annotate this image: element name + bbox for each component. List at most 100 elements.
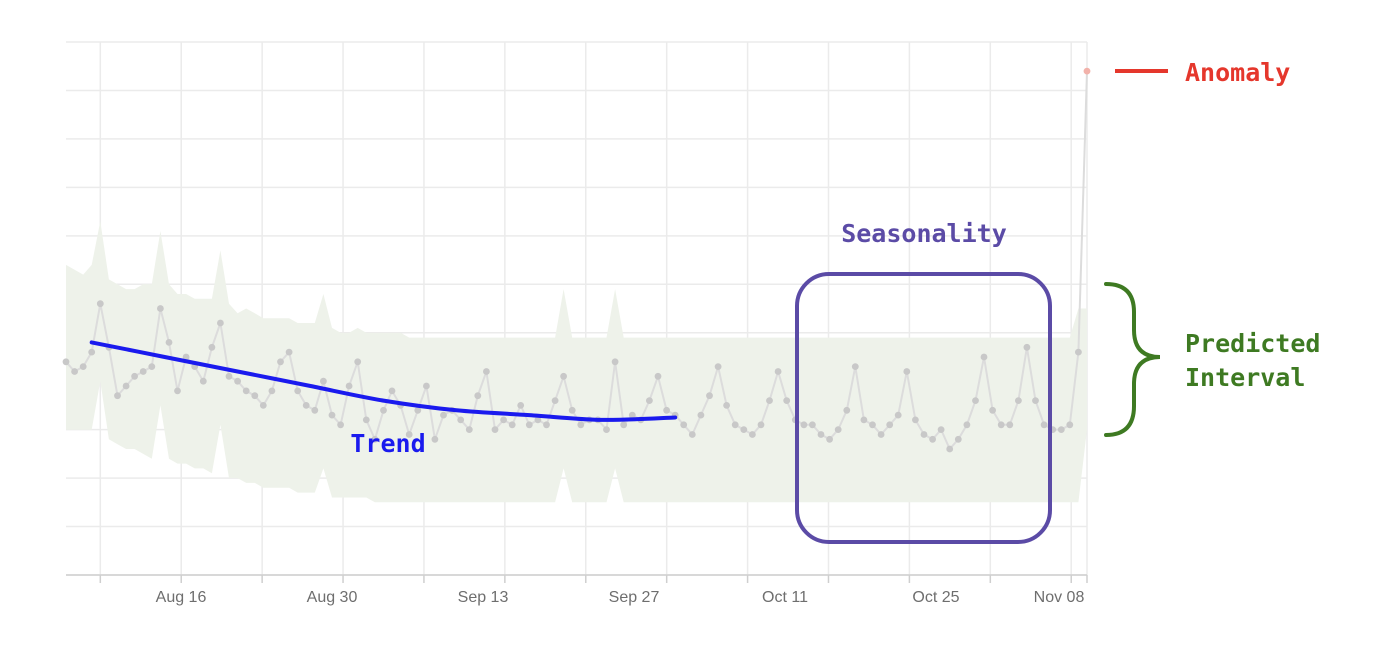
data-point bbox=[543, 421, 550, 429]
x-axis: Aug 16 Aug 30 Sep 13 Sep 27 Oct 11 Oct 25 Nov … bbox=[66, 574, 1088, 606]
data-point bbox=[457, 416, 465, 424]
data-point bbox=[551, 397, 559, 404]
data-point bbox=[517, 402, 525, 409]
data-point bbox=[706, 392, 713, 400]
data-point bbox=[654, 372, 662, 380]
data-point bbox=[834, 426, 842, 433]
data-point bbox=[860, 416, 868, 424]
data-point bbox=[723, 402, 730, 409]
data-point bbox=[354, 358, 362, 366]
data-point bbox=[929, 435, 936, 443]
seasonality-label: Seasonality bbox=[841, 219, 1007, 248]
data-point bbox=[88, 348, 96, 356]
data-point bbox=[131, 372, 139, 380]
data-point bbox=[680, 421, 688, 429]
data-point bbox=[817, 431, 825, 438]
data-point bbox=[294, 387, 302, 395]
data-point bbox=[242, 387, 250, 395]
predicted-interval-label: Predicted Interval bbox=[1185, 329, 1320, 392]
data-point bbox=[114, 392, 121, 400]
data-point bbox=[208, 343, 216, 351]
x-tick-label: Oct 11 bbox=[762, 589, 808, 606]
data-point bbox=[1057, 426, 1065, 433]
predicted-interval-bracket bbox=[1104, 282, 1161, 437]
data-point bbox=[165, 339, 173, 346]
data-point bbox=[628, 411, 636, 419]
data-point bbox=[843, 406, 851, 414]
data-point bbox=[1075, 348, 1082, 356]
data-point bbox=[912, 416, 919, 424]
data-point bbox=[1032, 397, 1039, 404]
data-point bbox=[285, 348, 293, 356]
data-point bbox=[148, 363, 156, 370]
data-point bbox=[869, 421, 876, 429]
data-point bbox=[388, 387, 396, 395]
anomaly-point bbox=[1083, 67, 1091, 75]
data-point bbox=[225, 372, 233, 380]
data-point bbox=[560, 372, 567, 380]
x-tick-label: Nov 08 bbox=[1034, 589, 1085, 606]
predicted-interval-band bbox=[66, 221, 1087, 503]
x-tick-label: Sep 27 bbox=[609, 589, 660, 606]
data-point bbox=[603, 426, 610, 433]
anomaly-label: Anomaly bbox=[1185, 58, 1290, 87]
data-point bbox=[954, 435, 962, 443]
data-point bbox=[474, 392, 482, 400]
data-point bbox=[139, 368, 147, 375]
data-point bbox=[483, 368, 490, 375]
data-point bbox=[525, 421, 533, 429]
data-point bbox=[963, 421, 971, 429]
data-point bbox=[920, 431, 928, 438]
data-point bbox=[946, 445, 954, 453]
data-point bbox=[997, 421, 1005, 429]
data-point bbox=[440, 411, 447, 419]
x-tick-label: Aug 16 bbox=[156, 589, 207, 606]
data-point bbox=[302, 402, 310, 409]
observed-points bbox=[62, 67, 1091, 453]
data-point bbox=[500, 416, 507, 424]
data-point bbox=[199, 377, 207, 385]
data-point bbox=[157, 305, 164, 312]
data-point bbox=[877, 431, 885, 438]
data-point bbox=[1066, 421, 1074, 429]
data-point bbox=[646, 397, 653, 404]
data-point bbox=[534, 416, 542, 424]
data-point bbox=[740, 426, 748, 433]
data-point bbox=[217, 319, 224, 327]
data-point bbox=[465, 426, 473, 433]
data-point bbox=[903, 368, 911, 375]
data-point bbox=[328, 411, 336, 419]
data-point bbox=[362, 416, 370, 424]
data-point bbox=[972, 397, 979, 404]
data-point bbox=[774, 368, 782, 375]
data-point bbox=[826, 435, 833, 443]
data-point bbox=[251, 392, 259, 400]
x-tick-label: Aug 30 bbox=[307, 589, 358, 606]
x-tick-label: Oct 25 bbox=[912, 589, 959, 606]
data-point bbox=[405, 431, 413, 438]
data-point bbox=[268, 387, 276, 395]
data-point bbox=[337, 421, 344, 429]
data-point bbox=[431, 435, 439, 443]
data-point bbox=[182, 353, 190, 361]
data-point bbox=[380, 406, 387, 414]
data-point bbox=[71, 368, 78, 375]
data-point bbox=[894, 411, 902, 419]
seasonality-box bbox=[795, 272, 1052, 544]
data-point bbox=[122, 382, 130, 390]
data-point bbox=[62, 358, 70, 366]
data-point bbox=[783, 397, 791, 404]
data-point bbox=[491, 426, 499, 433]
data-point bbox=[311, 406, 319, 414]
data-point bbox=[371, 435, 379, 443]
data-point bbox=[688, 431, 696, 438]
data-point bbox=[568, 406, 576, 414]
data-point bbox=[611, 358, 619, 366]
data-point bbox=[1040, 421, 1048, 429]
data-point bbox=[1023, 343, 1031, 351]
data-point bbox=[423, 382, 430, 390]
predicted-interval-label-line: Predicted bbox=[1185, 329, 1320, 358]
data-point bbox=[508, 421, 516, 429]
trend-line bbox=[89, 340, 678, 422]
